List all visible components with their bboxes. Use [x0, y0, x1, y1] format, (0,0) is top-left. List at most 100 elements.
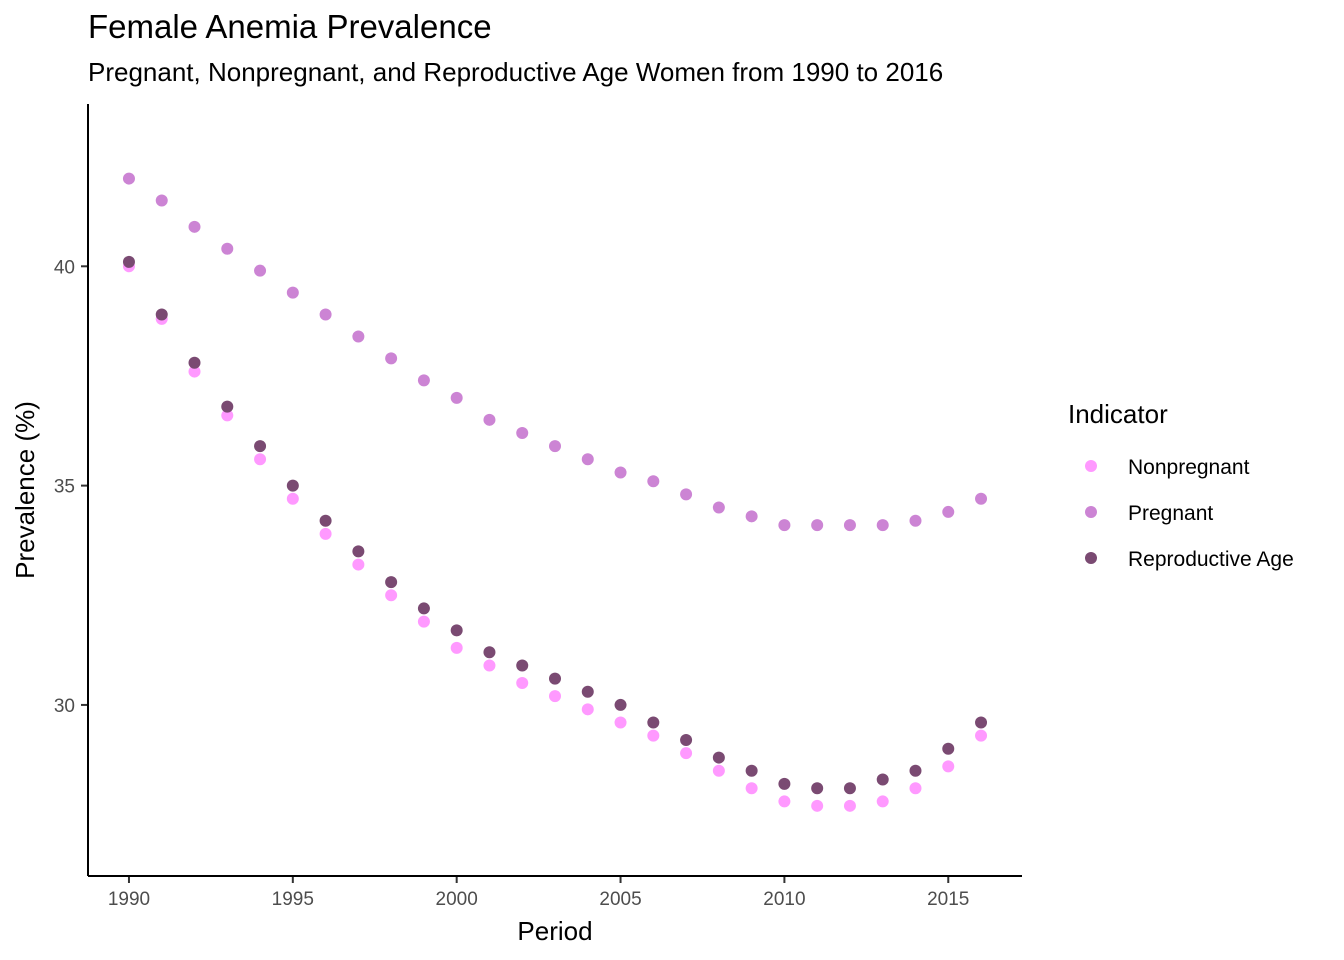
series-nonpregnant: [122, 260, 988, 812]
data-point: [254, 453, 267, 466]
legend-label: Pregnant: [1128, 502, 1213, 525]
data-point: [647, 729, 660, 742]
data-point: [549, 690, 561, 703]
data-point: [778, 795, 791, 808]
data-point: [942, 760, 955, 773]
chart-subtitle: Pregnant, Nonpregnant, and Reproductive …: [88, 57, 944, 87]
data-point: [778, 777, 791, 790]
data-point: [712, 751, 725, 764]
data-point: [581, 453, 594, 466]
data-point: [647, 475, 660, 488]
data-point: [909, 514, 922, 527]
data-point: [745, 764, 758, 777]
data-point: [647, 716, 660, 729]
data-point: [319, 308, 332, 321]
data-point: [450, 391, 463, 404]
x-tick-label: 2010: [763, 889, 805, 910]
data-point: [417, 602, 430, 615]
data-point: [319, 527, 332, 540]
x-tick-label: 2015: [927, 889, 969, 910]
data-point: [188, 220, 201, 233]
y-tick-label: 40: [54, 257, 75, 278]
data-point: [286, 286, 299, 299]
data-point: [188, 356, 201, 369]
x-tick-label: 2000: [436, 889, 478, 910]
data-point: [417, 615, 430, 628]
data-point: [975, 729, 988, 742]
data-point: [254, 264, 267, 277]
legend-key: [1085, 460, 1097, 472]
y-axis-ticks: 30 35 40: [54, 257, 88, 717]
data-point: [975, 716, 988, 729]
series-reproductive-age: [122, 255, 988, 795]
data-point: [254, 440, 267, 453]
data-point: [975, 492, 988, 505]
data-point: [680, 488, 693, 501]
series-pregnant: [122, 172, 988, 532]
legend-label: Nonpregnant: [1128, 456, 1250, 479]
y-tick-label: 30: [54, 696, 75, 717]
legend-key: [1085, 552, 1097, 564]
data-point: [712, 501, 725, 514]
x-axis-title: Period: [517, 916, 592, 946]
data-point: [155, 194, 168, 207]
data-point: [221, 242, 234, 255]
x-tick-label: 2005: [599, 889, 641, 910]
data-point: [942, 742, 955, 755]
data-point: [516, 677, 529, 689]
data-point: [680, 734, 693, 747]
data-point: [352, 558, 365, 571]
data-point: [614, 466, 627, 479]
data-point: [352, 330, 365, 343]
data-point: [614, 716, 627, 729]
data-point: [483, 659, 496, 672]
legend-label: Reproductive Age: [1128, 548, 1294, 571]
data-point: [417, 374, 430, 387]
data-point: [155, 308, 168, 321]
legend: Indicator Nonpregnant Pregnant Reproductiv…: [1068, 399, 1294, 571]
legend-key: [1085, 506, 1097, 518]
data-point: [516, 659, 529, 672]
data-point: [221, 400, 234, 413]
data-point: [450, 624, 463, 637]
data-point: [745, 510, 758, 523]
legend-title: Indicator: [1068, 399, 1168, 429]
data-point: [778, 519, 791, 532]
data-point: [876, 519, 889, 532]
data-point: [352, 545, 365, 558]
data-point: [450, 641, 463, 654]
x-tick-label: 1995: [272, 889, 314, 910]
data-point: [188, 365, 201, 378]
data-point: [811, 519, 824, 532]
data-point: [483, 413, 496, 426]
data-point: [286, 479, 299, 492]
data-point: [581, 685, 594, 698]
data-point: [909, 782, 922, 795]
data-point: [843, 799, 856, 812]
data-point: [122, 255, 135, 268]
data-point: [516, 426, 529, 439]
data-point: [385, 576, 398, 589]
data-point: [614, 698, 627, 711]
data-point: [122, 172, 135, 185]
data-point: [942, 505, 955, 518]
data-point: [811, 782, 824, 795]
data-point: [549, 672, 561, 685]
data-point: [286, 492, 299, 505]
data-points: [122, 172, 988, 812]
data-point: [385, 589, 398, 602]
data-point: [876, 795, 889, 808]
data-point: [581, 703, 594, 716]
data-point: [843, 519, 856, 532]
data-point: [811, 799, 824, 812]
data-point: [549, 440, 561, 453]
data-point: [319, 514, 332, 527]
data-point: [385, 352, 398, 365]
data-point: [876, 773, 889, 786]
chart-title: Female Anemia Prevalence: [88, 8, 492, 45]
y-axis-title: Prevalence (%): [10, 401, 40, 579]
x-tick-label: 1990: [108, 889, 150, 910]
data-point: [909, 764, 922, 777]
y-tick-label: 35: [54, 477, 75, 498]
